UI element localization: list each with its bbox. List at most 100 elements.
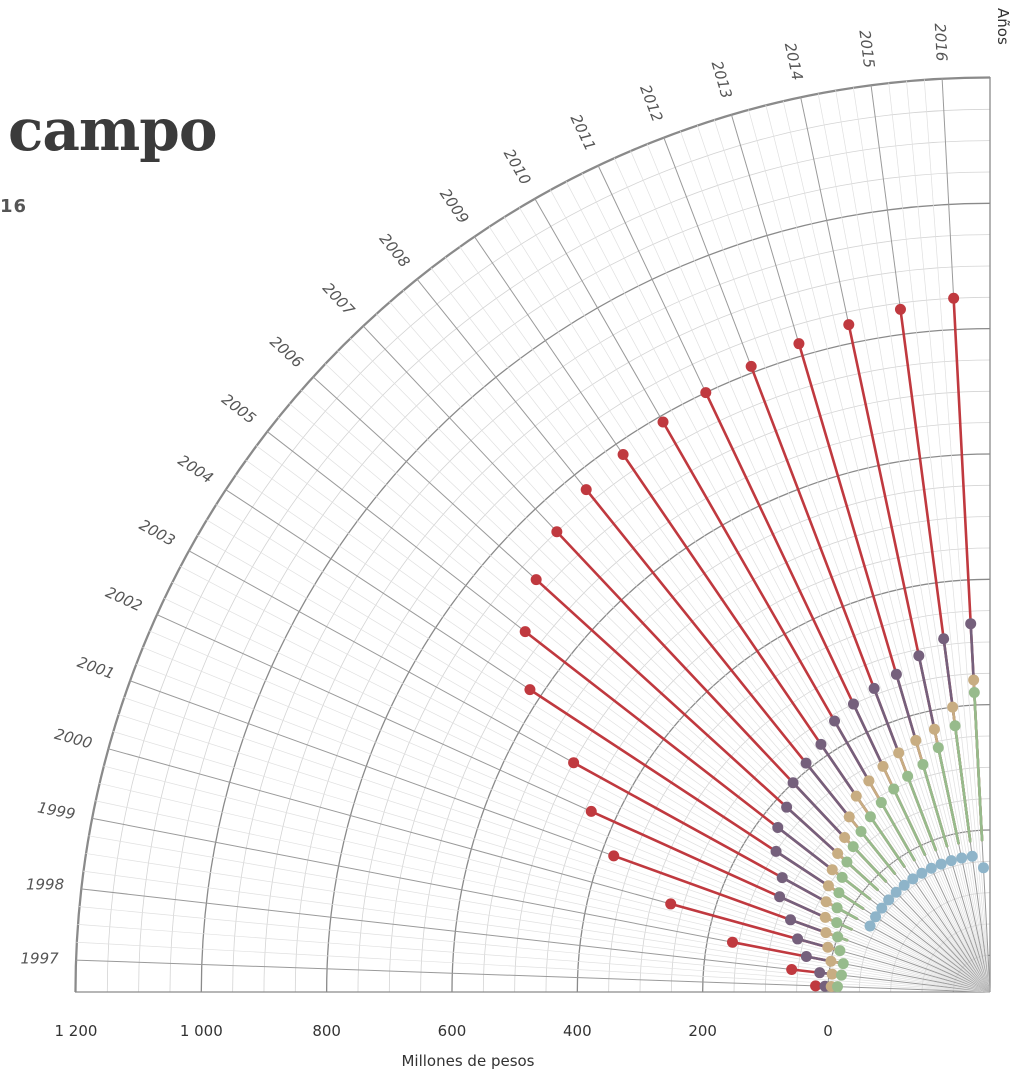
grid-circle-major: [200, 202, 990, 992]
data-point: [770, 845, 782, 857]
data-point: [530, 574, 542, 586]
spoke-minor: [245, 459, 991, 993]
spoke-minor: [337, 350, 991, 993]
radial-tick-label: 1 200: [54, 1022, 97, 1040]
data-point: [832, 848, 844, 860]
spoke-minor: [78, 906, 991, 993]
spoke-minor: [888, 82, 991, 993]
data-point: [831, 917, 843, 929]
spoke-minor: [696, 124, 991, 993]
data-point: [907, 873, 919, 885]
spoke-minor: [503, 216, 991, 993]
spoke-minor: [402, 289, 991, 993]
data-point: [890, 668, 902, 680]
grid-circle-minor: [388, 390, 990, 992]
data-point: [832, 931, 844, 943]
spoke-minor: [852, 87, 991, 993]
year-label: 1997: [20, 949, 59, 967]
radial-tick-label: 0: [823, 1022, 833, 1040]
data-point: [831, 902, 843, 914]
data-point: [902, 770, 914, 782]
data-point: [916, 867, 928, 879]
data-point: [947, 701, 959, 713]
data-point: [815, 738, 827, 750]
grid-circle-minor: [514, 516, 990, 992]
spoke-minor: [646, 143, 991, 993]
data-point: [786, 963, 798, 975]
series-line: [892, 787, 927, 856]
data-point: [834, 945, 846, 957]
data-point: [890, 886, 902, 898]
chart-subtitle: 16: [0, 196, 28, 217]
radial-tick-label: 1 000: [180, 1022, 223, 1040]
data-point: [835, 969, 847, 981]
series-line: [953, 724, 972, 843]
spoke-minor: [215, 504, 991, 993]
series-line: [973, 691, 984, 842]
spoke-minor: [82, 870, 991, 993]
year-label: 2008: [376, 230, 414, 271]
data-point: [657, 416, 669, 428]
data-point: [826, 968, 838, 980]
data-point: [820, 896, 832, 908]
series-line: [845, 860, 879, 892]
spoke-minor: [324, 363, 991, 993]
spoke-minor: [906, 80, 991, 993]
grid-circle-major: [75, 77, 990, 992]
data-point: [863, 775, 875, 787]
grid-circle-major: [325, 327, 990, 992]
year-label: 2003: [136, 516, 178, 550]
data-point: [876, 902, 888, 914]
data-point: [836, 871, 848, 883]
spoke-minor: [135, 663, 991, 993]
spoke-minor: [85, 853, 991, 993]
data-point: [850, 790, 862, 802]
spoke-minor: [923, 79, 991, 993]
data-point: [776, 872, 788, 884]
grid-circle-minor: [106, 108, 990, 992]
data-point: [925, 862, 937, 874]
spoke-minor: [171, 581, 991, 993]
year-label: 2014: [781, 41, 807, 82]
data-point: [839, 832, 851, 844]
grid-circle-major: [451, 453, 990, 992]
year-label: 2006: [266, 333, 306, 372]
data-point: [810, 980, 822, 992]
data-point: [968, 687, 980, 699]
data-point: [519, 626, 531, 638]
year-label: 2000: [53, 725, 95, 753]
year-label: 2013: [708, 59, 736, 101]
data-point: [800, 950, 812, 962]
year-label: 2015: [855, 29, 878, 69]
spoke-minor: [206, 519, 991, 993]
spoke-minor: [630, 150, 991, 993]
data-point: [932, 742, 944, 754]
data-point: [945, 855, 957, 867]
radial-tick-label: 200: [688, 1022, 717, 1040]
data-point: [665, 898, 677, 910]
year-label: 2010: [500, 146, 535, 188]
data-point: [785, 914, 797, 926]
grid-circle-minor: [482, 484, 990, 992]
series-line: [840, 876, 872, 901]
spoke-minor: [349, 337, 991, 993]
grid-circle-minor: [639, 641, 990, 992]
spoke-minor: [748, 109, 991, 993]
year-label: 2002: [103, 583, 145, 615]
spoke-minor: [235, 474, 991, 993]
series-line: [880, 801, 916, 862]
data-point: [837, 958, 849, 970]
data-point: [847, 841, 859, 853]
data-point: [917, 758, 929, 770]
data-point: [814, 967, 826, 979]
data-point: [833, 887, 845, 899]
spoke-minor: [197, 534, 991, 993]
radial-tick-label: 800: [312, 1022, 341, 1040]
grid-circle-minor: [263, 265, 990, 992]
data-point: [524, 684, 536, 696]
spoke-minor: [277, 417, 991, 993]
data-point: [841, 856, 853, 868]
spoke-minor: [300, 389, 991, 993]
spoke-minor: [488, 226, 991, 993]
